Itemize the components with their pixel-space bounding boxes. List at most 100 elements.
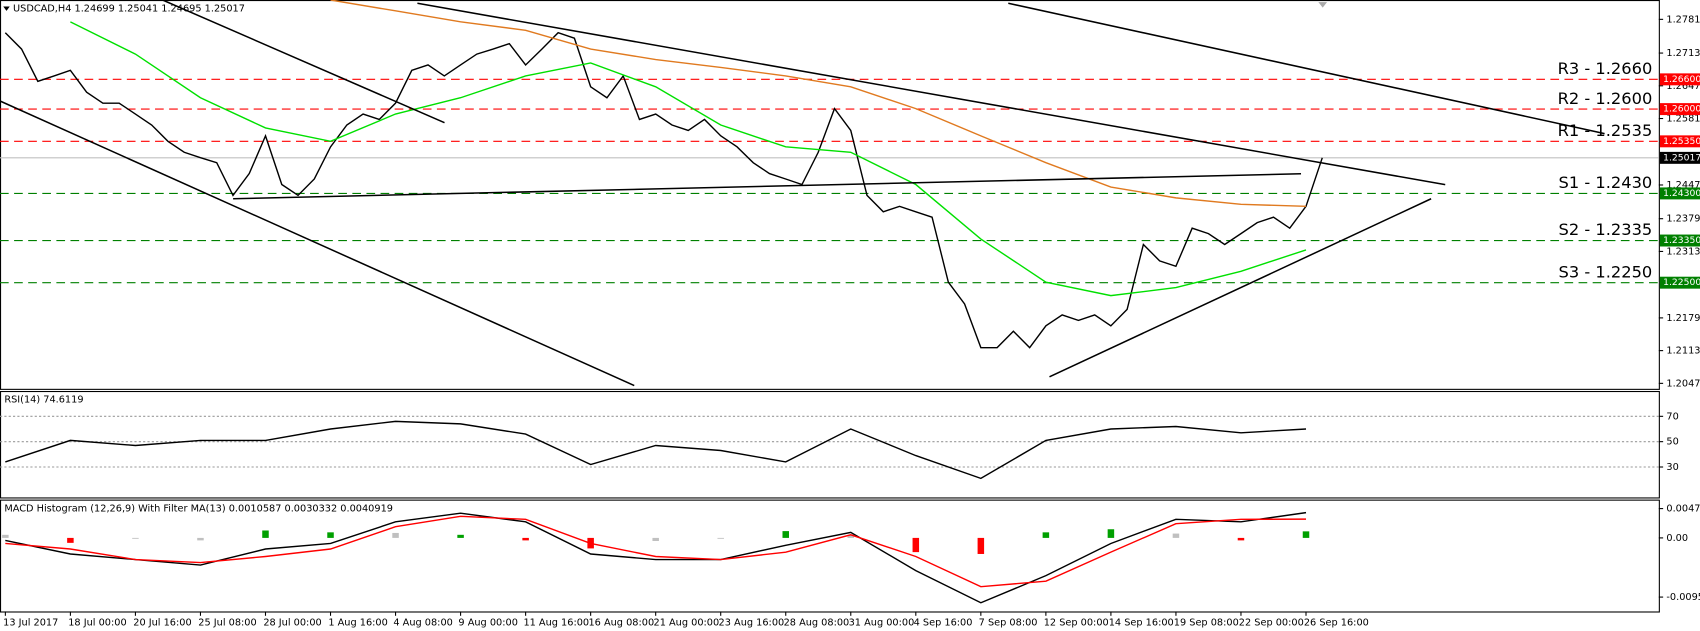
x-tick-label: 11 Aug 16:00 — [523, 617, 589, 628]
x-tick-label: 22 Sep 00:00 — [1239, 617, 1304, 628]
panel-title: USDCAD,H4 1.24699 1.25041 1.24695 1.2501… — [13, 4, 245, 15]
histogram-bar — [652, 537, 659, 541]
level-tag-label: 1.26600 — [1663, 74, 1700, 85]
x-tick-label: 4 Sep 16:00 — [914, 617, 973, 628]
x-tick-label: 12 Sep 00:00 — [1044, 617, 1109, 628]
panel-frame — [0, 390, 1660, 499]
x-tick-label: 20 Jul 16:00 — [133, 617, 191, 628]
panel-title: MACD Histogram (12,26,9) With Filter MA(… — [4, 503, 393, 514]
histogram-bar — [197, 537, 204, 541]
x-tick-label: 23 Aug 16:00 — [719, 617, 785, 628]
level-tag — [1659, 103, 1700, 116]
histogram-bar — [1107, 529, 1115, 538]
x-tick-label: 28 Aug 08:00 — [784, 617, 850, 628]
series-line — [4, 31, 1323, 349]
series-line — [5, 515, 1307, 588]
menu-arrow[interactable] — [3, 6, 10, 11]
x-tick-label: 31 Aug 00:00 — [849, 617, 915, 628]
last-price-tag — [1659, 151, 1700, 164]
trend-line — [417, 2, 1446, 186]
y-tick-label: 0.004742 — [1666, 504, 1700, 515]
series-line — [70, 21, 1307, 297]
y-tick-label: 0.00 — [1666, 533, 1688, 544]
series-line — [330, 0, 1307, 208]
trend-line — [1008, 2, 1605, 135]
x-tick-label: 21 Aug 00:00 — [654, 617, 720, 628]
level-tag-label: 1.23350 — [1663, 235, 1700, 246]
x-tick-label: 16 Aug 08:00 — [588, 617, 654, 628]
level-label: R1 - 1.2535 — [1558, 121, 1653, 140]
trend-line — [233, 173, 1302, 200]
level-label: R2 - 1.2600 — [1558, 89, 1653, 108]
y-tick-label: 70 — [1666, 411, 1678, 422]
level-tag — [1659, 234, 1700, 247]
histogram-bar — [1302, 531, 1310, 538]
level-label: R3 - 1.2660 — [1558, 59, 1653, 78]
x-tick-label: 28 Jul 00:00 — [263, 617, 321, 628]
x-tick-label: 26 Sep 16:00 — [1304, 617, 1369, 628]
histogram-bar — [132, 537, 139, 539]
trend-line — [0, 100, 635, 387]
level-label: S1 - 1.2430 — [1559, 173, 1653, 192]
y-tick-label: 1.21130 — [1666, 346, 1700, 357]
histogram-bar — [977, 537, 985, 554]
histogram-bar — [1042, 532, 1050, 538]
histogram-bar — [2, 534, 9, 538]
x-tick-label: 13 Jul 2017 — [3, 617, 58, 628]
y-tick-label: -0.009575 — [1666, 592, 1700, 603]
level-label: S2 - 1.2335 — [1559, 220, 1653, 239]
level-tag-label: 1.22500 — [1663, 277, 1700, 288]
y-tick-label: 1.23790 — [1666, 214, 1700, 225]
histogram-bar — [847, 535, 855, 538]
histogram-bar — [457, 534, 464, 538]
series-line — [5, 420, 1307, 480]
histogram-bar — [1172, 533, 1180, 538]
histogram-bar — [392, 532, 399, 538]
histogram-bar — [717, 537, 724, 539]
panel-title: RSI(14) 74.6119 — [4, 395, 83, 406]
y-tick-label: 50 — [1666, 437, 1678, 448]
level-tag — [1659, 73, 1700, 86]
y-tick-label: 1.20470 — [1666, 378, 1700, 389]
trend-line — [1049, 198, 1432, 378]
y-tick-label: 1.27130 — [1666, 48, 1700, 59]
histogram-bar — [67, 537, 74, 543]
histogram-bar — [327, 532, 334, 538]
level-tag — [1659, 276, 1700, 289]
histogram-bar — [1237, 537, 1245, 541]
y-tick-label: 1.26470 — [1666, 81, 1700, 92]
chart-shift[interactable] — [1318, 2, 1328, 8]
y-tick-label: 1.25810 — [1666, 114, 1700, 125]
panel-frame — [0, 0, 1660, 390]
level-tag-label: 1.24300 — [1663, 188, 1700, 199]
level-tag — [1659, 187, 1700, 200]
x-tick-label: 4 Aug 08:00 — [393, 617, 452, 628]
panel-frame — [0, 499, 1660, 613]
series-line — [5, 511, 1307, 604]
trend-lines — [0, 0, 1605, 387]
x-tick-label: 7 Sep 08:00 — [979, 617, 1038, 628]
trend-line — [162, 0, 445, 124]
x-tick-label: 9 Aug 00:00 — [458, 617, 517, 628]
level-tag-label: 1.25350 — [1663, 136, 1700, 147]
x-tick-label: 19 Sep 08:00 — [1174, 617, 1239, 628]
y-tick-label: 30 — [1666, 462, 1678, 473]
histogram-bar — [782, 531, 790, 538]
x-tick-label: 1 Aug 16:00 — [328, 617, 387, 628]
x-tick-label: 18 Jul 00:00 — [68, 617, 126, 628]
y-tick-label: 1.23130 — [1666, 246, 1700, 257]
level-tag — [1659, 135, 1700, 148]
last-price-label: 1.25017 — [1663, 152, 1700, 163]
histogram-bar — [262, 530, 269, 538]
x-tick-label: 14 Sep 16:00 — [1109, 617, 1174, 628]
y-tick-label: 1.21790 — [1666, 313, 1700, 324]
level-label: S3 - 1.2250 — [1559, 262, 1653, 281]
histogram-bar — [522, 537, 529, 541]
x-tick-label: 25 Jul 08:00 — [198, 617, 256, 628]
y-tick-label: 1.24470 — [1666, 180, 1700, 191]
level-tag-label: 1.26000 — [1663, 104, 1700, 115]
y-tick-label: 1.27810 — [1666, 14, 1700, 25]
